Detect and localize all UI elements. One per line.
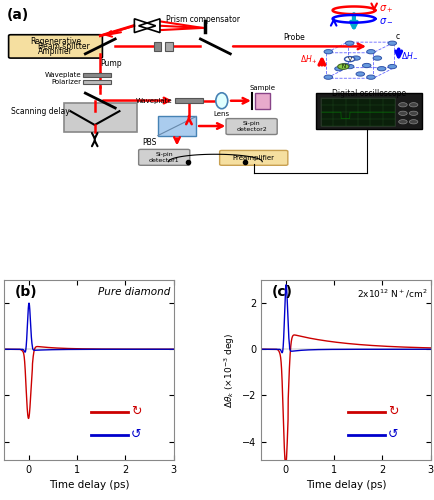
Text: $\Delta H_-$: $\Delta H_-$: [400, 50, 418, 60]
Text: Probe: Probe: [283, 33, 304, 42]
FancyBboxPatch shape: [219, 150, 287, 166]
Bar: [64, 102, 136, 132]
Bar: [83, 80, 111, 84]
Text: (b): (b): [14, 286, 37, 300]
Text: ↺: ↺: [131, 428, 141, 441]
Text: Regenerative
Amplifier: Regenerative Amplifier: [30, 36, 81, 56]
X-axis label: Time delay (ps): Time delay (ps): [305, 480, 385, 490]
Bar: [315, 93, 421, 129]
Circle shape: [408, 102, 417, 107]
Text: c: c: [395, 32, 399, 41]
Text: (c): (c): [271, 286, 292, 300]
Circle shape: [398, 120, 406, 124]
Circle shape: [387, 64, 396, 68]
Circle shape: [323, 75, 332, 80]
Bar: [165, 42, 173, 50]
Bar: [83, 72, 111, 77]
FancyBboxPatch shape: [226, 118, 276, 134]
Circle shape: [355, 72, 364, 76]
Text: Waveplate: Waveplate: [136, 98, 172, 104]
Text: ↻: ↻: [387, 405, 398, 418]
Circle shape: [345, 41, 353, 46]
Circle shape: [372, 56, 381, 60]
Circle shape: [398, 102, 406, 107]
Circle shape: [366, 50, 375, 54]
Text: V: V: [347, 56, 351, 62]
Circle shape: [408, 120, 417, 124]
FancyBboxPatch shape: [138, 150, 189, 166]
Bar: [320, 98, 395, 126]
Text: Si-pin
detector2: Si-pin detector2: [236, 122, 266, 132]
FancyBboxPatch shape: [9, 34, 102, 58]
Text: Digital oscilloscope: Digital oscilloscope: [331, 89, 405, 98]
Circle shape: [340, 64, 349, 68]
Text: ↻: ↻: [131, 405, 141, 418]
Circle shape: [362, 64, 370, 68]
Bar: [158, 116, 196, 136]
Text: Lens: Lens: [213, 111, 229, 117]
Circle shape: [398, 111, 406, 116]
Text: PBS: PBS: [142, 138, 156, 146]
Text: Polarizer: Polarizer: [51, 78, 81, 84]
Circle shape: [387, 41, 396, 46]
Text: Pump: Pump: [100, 59, 122, 68]
Text: ↺: ↺: [387, 428, 398, 441]
Circle shape: [408, 111, 417, 116]
Bar: [174, 98, 202, 103]
Circle shape: [344, 56, 354, 62]
Text: Si-pin
detector1: Si-pin detector1: [148, 152, 179, 163]
Text: Waveplate: Waveplate: [44, 72, 81, 78]
Text: Prism compensator: Prism compensator: [166, 16, 240, 24]
X-axis label: Time delay (ps): Time delay (ps): [49, 480, 129, 490]
Text: Pure diamond: Pure diamond: [98, 288, 170, 298]
Circle shape: [351, 56, 359, 60]
Text: Preamplifier: Preamplifier: [232, 155, 274, 161]
Text: Sample: Sample: [249, 85, 275, 91]
Circle shape: [366, 75, 375, 80]
Circle shape: [377, 66, 385, 71]
Ellipse shape: [215, 93, 227, 108]
Text: (a): (a): [7, 8, 29, 22]
Bar: [254, 93, 270, 109]
Bar: [153, 42, 161, 50]
Text: $\Delta H_+$: $\Delta H_+$: [299, 54, 317, 66]
Circle shape: [345, 64, 353, 68]
Text: N: N: [340, 64, 345, 69]
Text: Scanning delay: Scanning delay: [11, 106, 69, 116]
Circle shape: [323, 50, 332, 54]
Text: $\sigma_+$: $\sigma_+$: [378, 3, 392, 14]
Text: $\sigma_-$: $\sigma_-$: [378, 16, 392, 26]
Y-axis label: $\Delta\theta_k$ ($\times$10$^{-3}$ deg): $\Delta\theta_k$ ($\times$10$^{-3}$ deg): [222, 332, 236, 407]
Text: Beam splitter: Beam splitter: [38, 42, 90, 51]
Circle shape: [337, 64, 348, 70]
Text: 2x10$^{12}$ N$^+$/cm$^2$: 2x10$^{12}$ N$^+$/cm$^2$: [356, 288, 426, 300]
Circle shape: [334, 66, 342, 71]
